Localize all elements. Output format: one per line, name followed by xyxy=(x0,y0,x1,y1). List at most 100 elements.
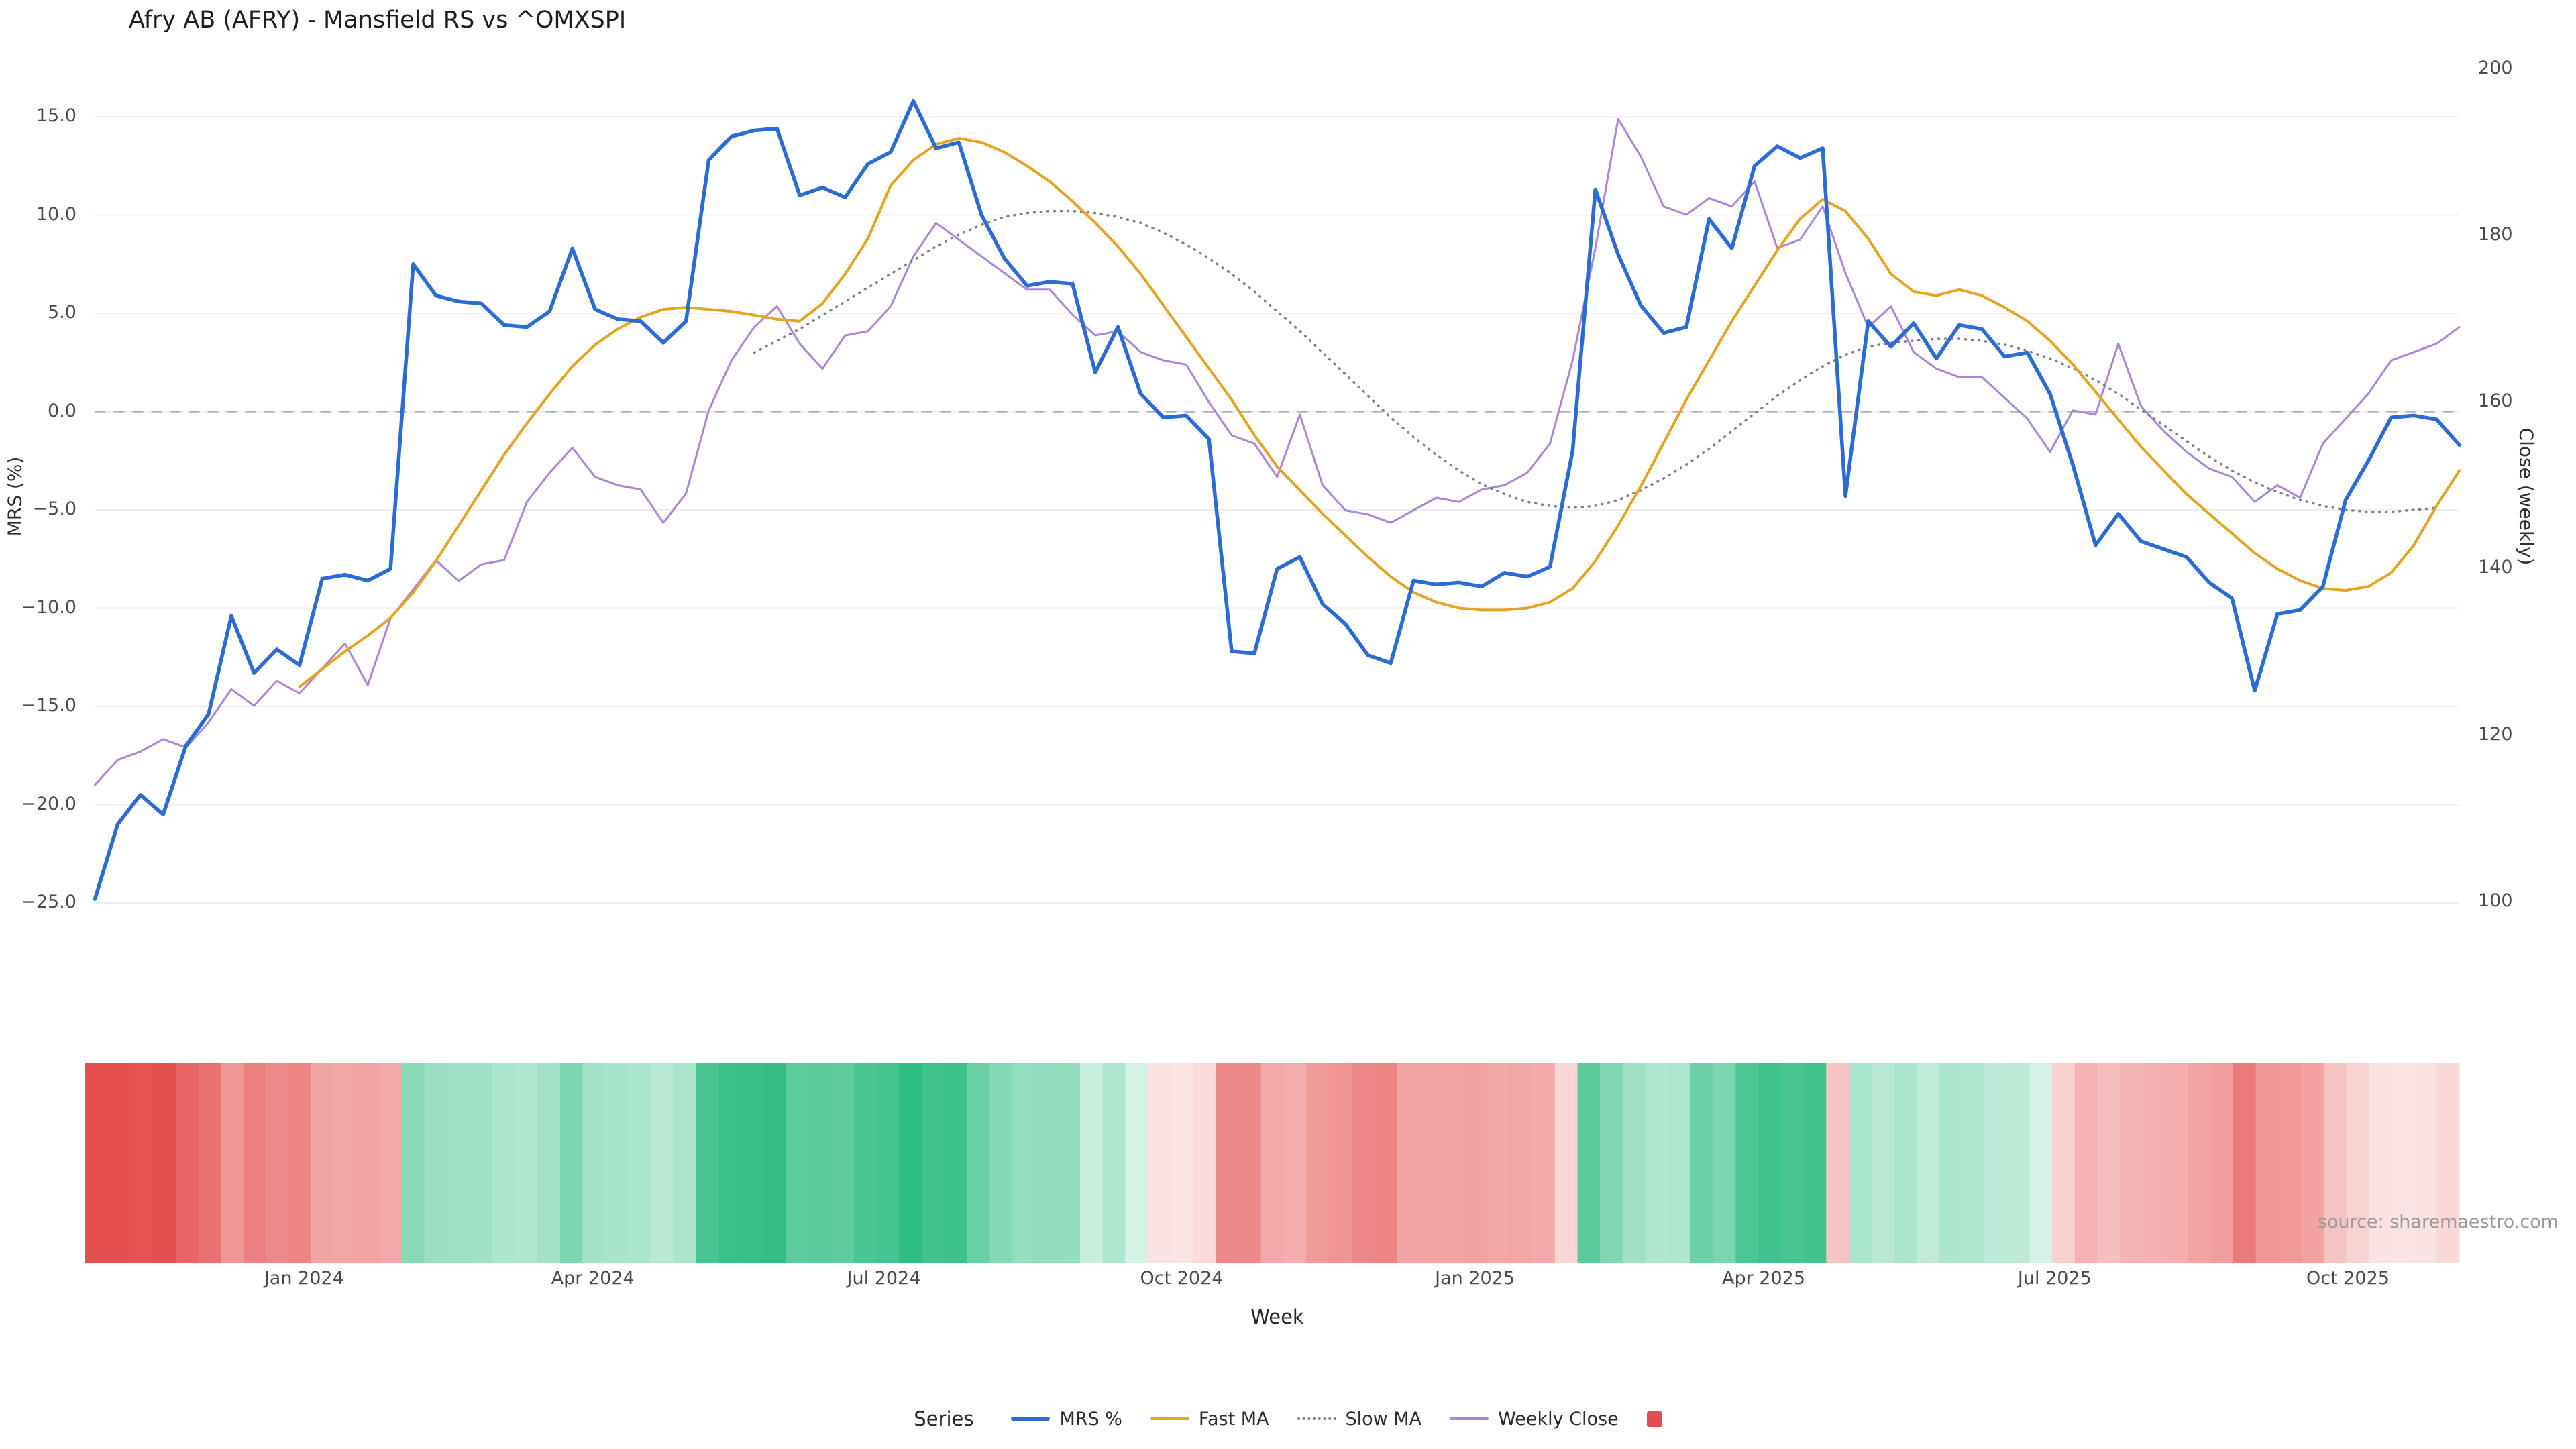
heatmap-cell xyxy=(989,1063,1013,1263)
legend-item-fast-ma: Fast MA xyxy=(1150,1409,1269,1430)
heatmap-cell xyxy=(1216,1063,1239,1263)
heatmap-cell xyxy=(2075,1063,2098,1263)
heatmap-cell xyxy=(1260,1063,1284,1263)
heatmap-cell xyxy=(288,1063,312,1263)
heatmap-cell xyxy=(130,1063,154,1263)
heatmap-cell xyxy=(2120,1063,2143,1263)
heatmap-cell xyxy=(447,1063,470,1263)
legend-label-fast-ma: Fast MA xyxy=(1198,1408,1269,1430)
x-axis-tick-oct-2024: Oct 2024 xyxy=(1140,1268,1224,1289)
heatmap-cell xyxy=(198,1063,221,1263)
heatmap-strip xyxy=(85,1063,2460,1263)
legend-item-heatmap xyxy=(1646,1411,1662,1427)
heatmap-cell xyxy=(2369,1063,2392,1263)
heatmap-cell xyxy=(2278,1063,2302,1263)
x-axis-tick-apr-2024: Apr 2024 xyxy=(551,1268,635,1289)
heatmap-cell xyxy=(2006,1063,2031,1263)
x-axis-tick-jan-2025: Jan 2025 xyxy=(1435,1268,1515,1289)
legend-label-slow-ma: Slow MA xyxy=(1345,1408,1422,1430)
heatmap-cell xyxy=(650,1063,674,1263)
heatmap-cell xyxy=(1735,1063,1759,1263)
chart-title: Afry AB (AFRY) - Mansfield RS vs ^OMXSPI xyxy=(129,7,627,34)
heatmap-cell xyxy=(1577,1063,1601,1263)
heatmap-cell xyxy=(1374,1063,1397,1263)
heatmap-cell xyxy=(1713,1063,1736,1263)
series-fast-ma-line xyxy=(298,137,2461,688)
heatmap-cell xyxy=(605,1063,629,1263)
heatmap-cell xyxy=(424,1063,447,1263)
x-axis-tick-oct-2025: Oct 2025 xyxy=(2306,1268,2390,1289)
heatmap-cell xyxy=(1464,1063,1488,1263)
heatmap-cell xyxy=(492,1063,515,1263)
heatmap-cell xyxy=(379,1063,402,1263)
heatmap-cell xyxy=(1894,1063,1917,1263)
heatmap-cell xyxy=(221,1063,244,1263)
series-slow-ma-line xyxy=(753,209,2438,513)
heatmap-cell xyxy=(1645,1063,1668,1263)
heatmap-cell xyxy=(470,1063,493,1263)
x-axis-tick-jul-2024: Jul 2024 xyxy=(847,1268,921,1289)
heatmap-cell xyxy=(1148,1063,1171,1263)
heatmap-cell xyxy=(1328,1063,1352,1263)
left-axis-tick-−15.0: −15.0 xyxy=(21,695,76,716)
heatmap-cell xyxy=(1758,1063,1782,1263)
heatmap-cell xyxy=(1509,1063,1533,1263)
left-axis-tick-−25.0: −25.0 xyxy=(21,892,76,912)
source-attribution: source: sharemaestro.com xyxy=(2317,1212,2559,1232)
left-axis-tick-15.0: 15.0 xyxy=(36,105,76,126)
heatmap-cell xyxy=(2301,1063,2324,1263)
heatmap-cell xyxy=(2165,1063,2189,1263)
legend-item-slow-ma: Slow MA xyxy=(1297,1408,1422,1430)
heatmap-cell xyxy=(1849,1063,1872,1263)
heatmap-cell xyxy=(944,1063,968,1263)
legend-title: Series xyxy=(914,1407,974,1430)
heatmap-cell xyxy=(808,1063,832,1263)
right-axis-tick-120: 120 xyxy=(2478,723,2513,745)
heatmap-cell xyxy=(1622,1063,1646,1263)
heatmap-cell xyxy=(2052,1063,2076,1263)
heatmap-cell xyxy=(1917,1063,1940,1263)
heatmap-cell xyxy=(537,1063,561,1263)
heatmap-cell xyxy=(876,1063,900,1263)
heatmap-cell xyxy=(1690,1063,1714,1263)
heatmap-cell xyxy=(1238,1063,1262,1263)
heatmap-cell xyxy=(2414,1063,2437,1263)
heatmap-cell xyxy=(559,1063,584,1263)
heatmap-cell xyxy=(1803,1063,1827,1263)
legend-swatch-mrs xyxy=(1011,1417,1051,1421)
heatmap-cell xyxy=(2346,1063,2369,1263)
legend-label-mrs: MRS % xyxy=(1059,1408,1122,1430)
heatmap-cell xyxy=(1984,1063,2008,1263)
x-axis-label: Week xyxy=(1250,1305,1304,1328)
heatmap-cell xyxy=(1442,1063,1465,1263)
left-axis-tick-10.0: 10.0 xyxy=(36,203,76,225)
heatmap-cell xyxy=(1487,1063,1510,1263)
heatmap-cell xyxy=(175,1063,199,1263)
heatmap-cell xyxy=(1193,1063,1216,1263)
left-axis-tick-−10.0: −10.0 xyxy=(21,596,76,618)
heatmap-cell xyxy=(1057,1063,1081,1263)
heatmap-cell xyxy=(582,1063,606,1263)
right-axis-tick-100: 100 xyxy=(2478,890,2513,911)
heatmap-cell xyxy=(2210,1063,2234,1263)
heatmap-cell xyxy=(1600,1063,1623,1263)
right-axis-tick-180: 180 xyxy=(2478,224,2513,246)
heatmap-cell xyxy=(107,1063,131,1263)
legend-swatch-fast-ma xyxy=(1150,1417,1189,1420)
heatmap-cell xyxy=(333,1063,358,1263)
x-axis-tick-jan-2024: Jan 2024 xyxy=(264,1268,344,1289)
legend-item-weekly-close: Weekly Close xyxy=(1450,1409,1619,1430)
legend-swatch-slow-ma xyxy=(1297,1417,1336,1420)
heatmap-cell xyxy=(1419,1063,1442,1263)
heatmap-cell xyxy=(1080,1063,1104,1263)
heatmap-cell xyxy=(1102,1063,1126,1263)
heatmap-cell xyxy=(1283,1063,1307,1263)
heatmap-cell xyxy=(2255,1063,2279,1263)
heatmap-cell xyxy=(967,1063,990,1263)
left-axis-tick-−5.0: −5.0 xyxy=(32,498,76,519)
heatmap-cell xyxy=(2323,1063,2347,1263)
heatmap-cell xyxy=(1034,1063,1058,1263)
legend-item-mrs: MRS % xyxy=(1011,1409,1122,1430)
heatmap-cell xyxy=(1826,1063,1849,1263)
